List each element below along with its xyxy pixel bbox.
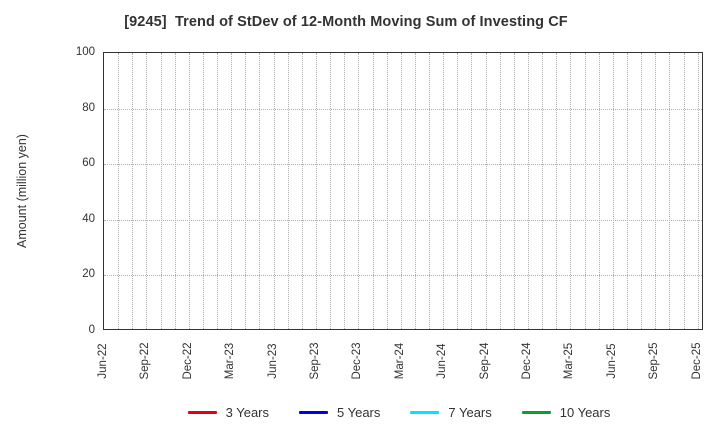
legend-item: 5 Years	[299, 405, 380, 420]
gridline-vertical	[202, 53, 204, 329]
legend: 3 Years 5 Years 7 Years 10 Years	[78, 401, 720, 423]
legend-label: 7 Years	[448, 404, 492, 420]
gridline-vertical	[641, 53, 643, 329]
y-tick-label: 40	[82, 212, 95, 225]
y-tick-label: 20	[82, 268, 95, 281]
x-tick-label: Mar-23	[224, 342, 237, 380]
gridline-vertical	[259, 53, 261, 329]
gridline-vertical	[556, 53, 558, 329]
gridline-vertical	[386, 53, 388, 329]
x-tick-label: Dec-25	[690, 342, 703, 380]
gridline-vertical	[471, 53, 473, 329]
x-tick-label: Dec-23	[351, 342, 364, 380]
legend-line-swatch	[299, 410, 328, 414]
gridline-vertical	[245, 53, 247, 329]
gridline-vertical	[485, 53, 487, 329]
gridline-vertical	[697, 53, 699, 329]
legend-label: 10 Years	[559, 404, 611, 420]
y-tick-label: 60	[82, 157, 95, 170]
x-tick-label: Mar-25	[563, 342, 576, 380]
legend-line-swatch	[410, 410, 440, 414]
gridline-vertical	[316, 53, 317, 329]
gridline-vertical	[626, 53, 628, 329]
x-tick-label: Jun-25	[605, 343, 618, 379]
legend-item: 3 Years	[187, 404, 269, 420]
gridline-horizontal	[104, 108, 702, 110]
y-tick-label: 80	[82, 101, 95, 114]
legend-item: 10 Years	[521, 404, 611, 420]
legend-line-swatch	[187, 410, 217, 414]
gridline-vertical	[570, 53, 572, 329]
gridline-vertical	[344, 53, 346, 329]
gridline-horizontal	[104, 275, 702, 277]
gridline-vertical	[429, 53, 431, 329]
gridline-vertical	[132, 53, 134, 329]
gridline-horizontal	[104, 219, 702, 221]
gridline-vertical	[118, 53, 120, 329]
x-tick-label: Dec-22	[181, 342, 194, 380]
x-tick-label: Jun-23	[266, 343, 279, 379]
gridline-vertical	[330, 53, 332, 329]
gridline-vertical	[584, 53, 586, 329]
gridline-vertical	[499, 53, 501, 329]
x-tick-label: Sep-23	[309, 342, 321, 380]
gridline-vertical	[669, 53, 671, 329]
gridline-horizontal	[104, 164, 702, 166]
gridline-vertical	[188, 53, 190, 329]
gridline-vertical	[598, 53, 600, 329]
legend-label: 3 Years	[225, 404, 269, 420]
gridline-vertical	[457, 53, 459, 329]
gridline-vertical	[160, 53, 162, 329]
gridline-vertical	[301, 53, 303, 329]
legend-label: 5 Years	[337, 404, 381, 420]
gridline-vertical	[217, 53, 219, 329]
y-tick-label: 100	[75, 46, 95, 58]
gridline-vertical	[174, 53, 176, 329]
x-tick-label: Sep-22	[139, 342, 152, 380]
gridline-vertical	[146, 53, 148, 329]
gridline-vertical	[683, 53, 685, 329]
plot-area	[103, 52, 703, 330]
chart-title: [9245] Trend of StDev of 12-Month Moving…	[124, 14, 568, 30]
x-tick-label: Mar-24	[393, 342, 406, 380]
gridline-vertical	[372, 53, 374, 329]
x-tick-label: Jun-24	[436, 343, 449, 379]
legend-line-swatch	[521, 410, 551, 414]
gridline-vertical	[358, 53, 360, 329]
gridline-vertical	[655, 53, 657, 329]
x-tick-label: Sep-24	[478, 342, 491, 380]
y-tick-label: 0	[88, 324, 95, 336]
gridline-vertical	[542, 53, 544, 329]
gridline-vertical	[287, 53, 289, 329]
gridline-vertical	[443, 53, 445, 329]
gridline-vertical	[273, 53, 275, 329]
x-tick-label: Jun-22	[97, 343, 109, 379]
gridline-vertical	[612, 53, 614, 329]
y-axis-title: Amount (million yen)	[15, 134, 29, 248]
gridline-vertical	[231, 53, 233, 329]
gridline-vertical	[400, 53, 402, 329]
legend-item: 7 Years	[410, 404, 492, 420]
x-tick-label: Dec-24	[521, 342, 534, 380]
gridline-vertical	[528, 53, 530, 329]
gridline-vertical	[513, 53, 515, 329]
gridline-vertical	[414, 53, 416, 329]
x-tick-label: Sep-25	[648, 342, 661, 380]
